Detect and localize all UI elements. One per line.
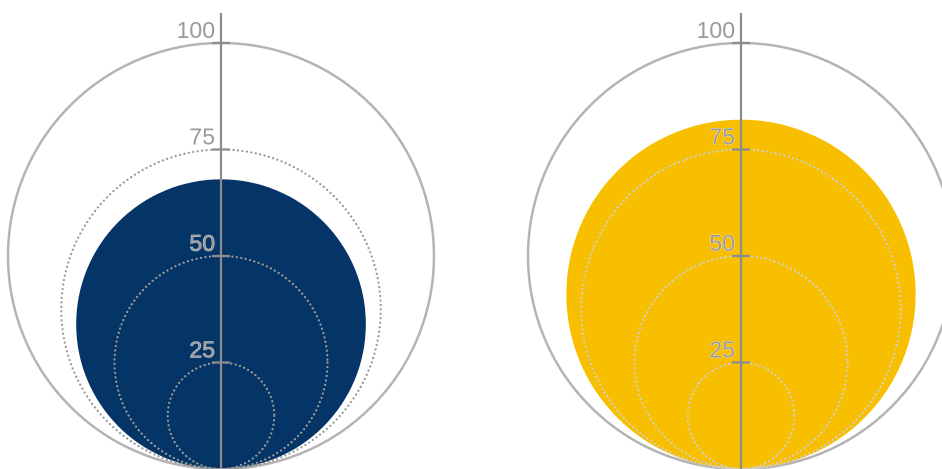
guide-circle-25 xyxy=(686,361,796,469)
tick-label-100: 100 xyxy=(697,17,735,43)
tick-label-100: 100 xyxy=(177,17,215,43)
guide-circle-50 xyxy=(633,254,849,469)
tick-label-25: 25 xyxy=(709,337,735,363)
guide-circle-25 xyxy=(166,361,276,469)
tick-label-50: 50 xyxy=(189,230,215,256)
tick-label-25: 25 xyxy=(189,337,215,363)
bubble-chart-dark-blue: 25 50 75 100 xyxy=(6,13,436,469)
bubble-chart-yellow: 25 50 75 100 xyxy=(526,13,942,469)
tick-label-75: 75 xyxy=(709,124,735,150)
tick-label-75: 75 xyxy=(189,124,215,150)
guide-circle-50 xyxy=(113,254,329,469)
tick-label-50: 50 xyxy=(709,230,735,256)
